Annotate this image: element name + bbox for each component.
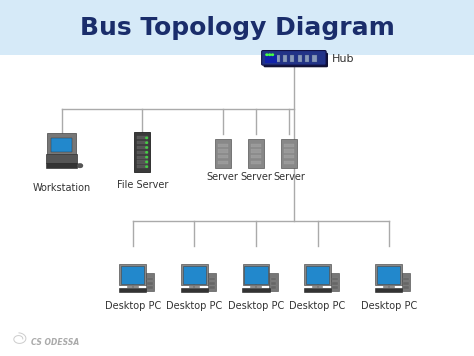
- Text: Server: Server: [273, 172, 305, 182]
- Text: Desktop PC: Desktop PC: [105, 301, 161, 311]
- FancyBboxPatch shape: [245, 266, 267, 284]
- FancyBboxPatch shape: [332, 278, 338, 281]
- FancyBboxPatch shape: [377, 266, 400, 284]
- FancyBboxPatch shape: [215, 139, 230, 168]
- FancyBboxPatch shape: [209, 287, 215, 289]
- FancyBboxPatch shape: [181, 288, 208, 292]
- FancyBboxPatch shape: [298, 55, 302, 62]
- FancyBboxPatch shape: [135, 132, 150, 172]
- Circle shape: [146, 142, 147, 143]
- FancyBboxPatch shape: [271, 282, 276, 285]
- FancyBboxPatch shape: [268, 55, 272, 62]
- FancyBboxPatch shape: [283, 55, 287, 62]
- Text: File Server: File Server: [117, 180, 168, 190]
- Circle shape: [146, 157, 147, 158]
- FancyBboxPatch shape: [284, 143, 294, 147]
- FancyBboxPatch shape: [208, 273, 216, 291]
- FancyBboxPatch shape: [137, 136, 147, 140]
- FancyBboxPatch shape: [137, 160, 147, 163]
- Circle shape: [146, 166, 147, 167]
- FancyBboxPatch shape: [218, 150, 228, 153]
- FancyBboxPatch shape: [137, 151, 147, 154]
- FancyBboxPatch shape: [137, 165, 147, 168]
- FancyBboxPatch shape: [403, 287, 409, 289]
- Text: Desktop PC: Desktop PC: [361, 301, 417, 311]
- FancyBboxPatch shape: [269, 273, 278, 291]
- Text: CS ODESSA: CS ODESSA: [31, 338, 79, 347]
- FancyBboxPatch shape: [262, 51, 326, 65]
- FancyBboxPatch shape: [265, 56, 277, 63]
- FancyBboxPatch shape: [147, 287, 153, 289]
- FancyBboxPatch shape: [248, 139, 264, 168]
- FancyBboxPatch shape: [47, 133, 76, 155]
- FancyBboxPatch shape: [282, 139, 297, 168]
- FancyBboxPatch shape: [271, 287, 276, 289]
- FancyBboxPatch shape: [290, 55, 294, 62]
- FancyBboxPatch shape: [218, 143, 228, 147]
- FancyBboxPatch shape: [251, 155, 261, 158]
- FancyBboxPatch shape: [271, 278, 276, 281]
- FancyBboxPatch shape: [331, 273, 339, 291]
- FancyBboxPatch shape: [403, 282, 409, 285]
- FancyBboxPatch shape: [251, 150, 261, 153]
- FancyBboxPatch shape: [137, 156, 147, 159]
- FancyBboxPatch shape: [304, 264, 331, 285]
- Circle shape: [146, 161, 147, 163]
- FancyBboxPatch shape: [209, 278, 215, 281]
- FancyBboxPatch shape: [119, 264, 146, 285]
- FancyBboxPatch shape: [402, 273, 410, 291]
- FancyBboxPatch shape: [284, 155, 294, 158]
- FancyBboxPatch shape: [306, 266, 329, 284]
- FancyBboxPatch shape: [137, 141, 147, 144]
- FancyBboxPatch shape: [121, 266, 144, 284]
- FancyBboxPatch shape: [243, 264, 269, 285]
- FancyBboxPatch shape: [218, 161, 228, 164]
- FancyBboxPatch shape: [264, 53, 328, 67]
- Circle shape: [146, 152, 147, 153]
- Circle shape: [266, 54, 268, 56]
- FancyBboxPatch shape: [146, 273, 155, 291]
- FancyBboxPatch shape: [375, 264, 402, 285]
- FancyBboxPatch shape: [403, 278, 409, 281]
- Circle shape: [272, 54, 273, 56]
- FancyBboxPatch shape: [284, 161, 294, 164]
- FancyBboxPatch shape: [332, 287, 338, 289]
- FancyBboxPatch shape: [46, 154, 77, 163]
- Circle shape: [269, 54, 271, 56]
- FancyBboxPatch shape: [147, 282, 153, 285]
- Text: Bus Topology Diagram: Bus Topology Diagram: [80, 16, 394, 40]
- FancyBboxPatch shape: [312, 55, 317, 62]
- FancyBboxPatch shape: [46, 163, 77, 168]
- FancyBboxPatch shape: [51, 138, 73, 152]
- Text: Server: Server: [207, 172, 239, 182]
- Text: Desktop PC: Desktop PC: [166, 301, 222, 311]
- FancyBboxPatch shape: [305, 55, 309, 62]
- FancyBboxPatch shape: [251, 143, 261, 147]
- Text: Server: Server: [240, 172, 272, 182]
- Circle shape: [146, 137, 147, 138]
- FancyBboxPatch shape: [147, 278, 153, 281]
- Circle shape: [146, 147, 147, 148]
- FancyBboxPatch shape: [304, 288, 331, 292]
- FancyBboxPatch shape: [0, 0, 474, 55]
- FancyBboxPatch shape: [119, 288, 146, 292]
- Text: Desktop PC: Desktop PC: [290, 301, 346, 311]
- Text: Desktop PC: Desktop PC: [228, 301, 284, 311]
- Text: Hub: Hub: [332, 54, 354, 64]
- FancyBboxPatch shape: [137, 146, 147, 149]
- FancyBboxPatch shape: [183, 266, 206, 284]
- Circle shape: [77, 163, 83, 168]
- FancyBboxPatch shape: [284, 150, 294, 153]
- FancyBboxPatch shape: [181, 264, 208, 285]
- FancyBboxPatch shape: [375, 288, 402, 292]
- FancyBboxPatch shape: [251, 161, 261, 164]
- FancyBboxPatch shape: [209, 282, 215, 285]
- FancyBboxPatch shape: [242, 288, 270, 292]
- FancyBboxPatch shape: [332, 282, 338, 285]
- Text: Workstation: Workstation: [33, 183, 91, 193]
- FancyBboxPatch shape: [218, 155, 228, 158]
- FancyBboxPatch shape: [275, 55, 280, 62]
